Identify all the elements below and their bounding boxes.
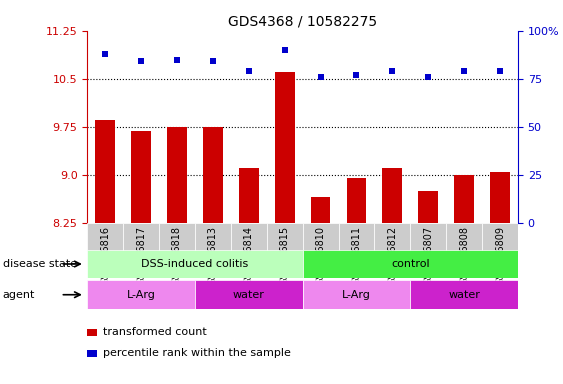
- Title: GDS4368 / 10582275: GDS4368 / 10582275: [228, 14, 377, 28]
- Bar: [311, 197, 330, 223]
- Bar: [347, 178, 367, 223]
- Text: GSM856818: GSM856818: [172, 226, 182, 285]
- Point: [388, 68, 397, 74]
- Text: GSM856817: GSM856817: [136, 226, 146, 285]
- Bar: [87, 280, 195, 309]
- Bar: [303, 250, 518, 278]
- Text: GSM856810: GSM856810: [315, 226, 325, 285]
- Bar: [159, 223, 195, 267]
- Bar: [303, 280, 410, 309]
- Text: GSM856809: GSM856809: [495, 226, 505, 285]
- Text: L-Arg: L-Arg: [127, 290, 155, 300]
- Bar: [131, 131, 151, 223]
- Point: [280, 47, 289, 53]
- Text: GSM856807: GSM856807: [423, 226, 434, 285]
- Bar: [454, 175, 474, 223]
- Point: [316, 74, 325, 80]
- Bar: [87, 250, 303, 278]
- Text: L-Arg: L-Arg: [342, 290, 371, 300]
- Bar: [410, 223, 446, 267]
- Bar: [374, 223, 410, 267]
- Text: disease state: disease state: [3, 259, 77, 269]
- Text: GSM856808: GSM856808: [459, 226, 469, 285]
- Point: [495, 68, 504, 74]
- Point: [101, 51, 110, 57]
- Bar: [418, 191, 438, 223]
- Bar: [167, 127, 187, 223]
- Text: water: water: [233, 290, 265, 300]
- Bar: [303, 223, 338, 267]
- Text: transformed count: transformed count: [103, 327, 207, 337]
- Bar: [195, 223, 231, 267]
- Bar: [203, 127, 223, 223]
- Bar: [410, 280, 518, 309]
- Bar: [195, 280, 303, 309]
- Text: agent: agent: [3, 290, 35, 300]
- Point: [172, 56, 181, 63]
- Text: GSM856811: GSM856811: [351, 226, 361, 285]
- Text: GSM856812: GSM856812: [387, 226, 397, 285]
- Bar: [239, 168, 258, 223]
- Bar: [87, 223, 123, 267]
- Bar: [231, 223, 267, 267]
- Bar: [490, 172, 510, 223]
- Text: GSM856816: GSM856816: [100, 226, 110, 285]
- Text: percentile rank within the sample: percentile rank within the sample: [103, 348, 291, 358]
- Text: GSM856814: GSM856814: [244, 226, 254, 285]
- Text: control: control: [391, 259, 430, 269]
- Point: [459, 68, 468, 74]
- Bar: [123, 223, 159, 267]
- Text: water: water: [448, 290, 480, 300]
- Bar: [275, 72, 294, 223]
- Text: DSS-induced colitis: DSS-induced colitis: [141, 259, 248, 269]
- Bar: [95, 120, 115, 223]
- Text: GSM856815: GSM856815: [280, 226, 290, 285]
- Point: [137, 58, 146, 65]
- Bar: [382, 168, 402, 223]
- Bar: [446, 223, 482, 267]
- Point: [352, 72, 361, 78]
- Text: GSM856813: GSM856813: [208, 226, 218, 285]
- Point: [424, 74, 433, 80]
- Bar: [267, 223, 303, 267]
- Bar: [338, 223, 374, 267]
- Point: [208, 58, 217, 65]
- Bar: [482, 223, 518, 267]
- Point: [244, 68, 253, 74]
